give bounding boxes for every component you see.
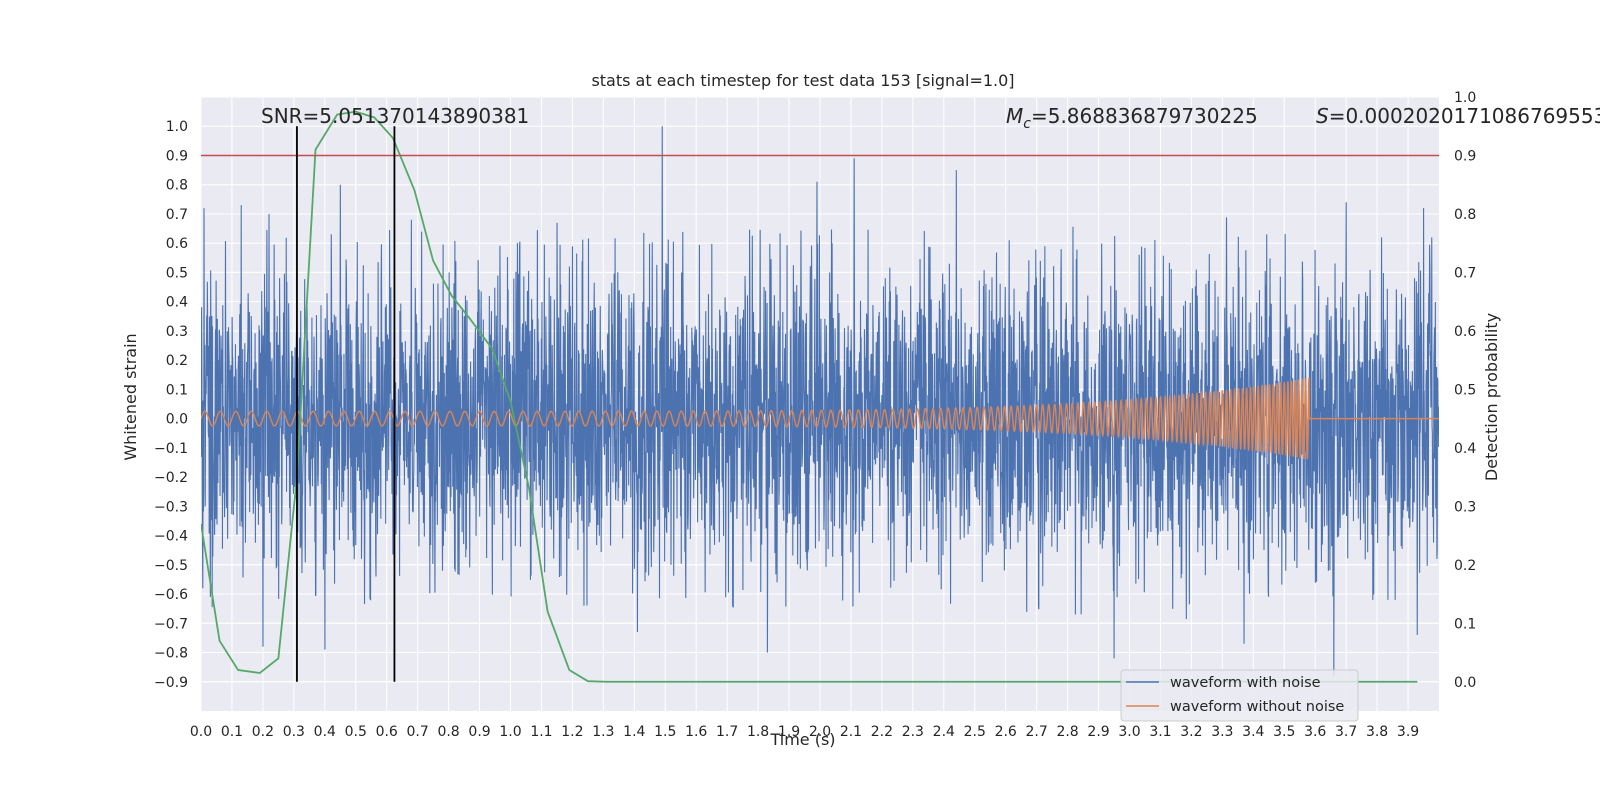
x-tick-label: 2.1 [840, 724, 862, 740]
x-tick-label: 2.6 [995, 724, 1017, 740]
y2-tick-label: 0.0 [1454, 675, 1476, 691]
y-tick-label: −0.4 [154, 529, 188, 545]
y2-tick-label: 0.2 [1454, 558, 1476, 574]
y-tick-label: −0.9 [154, 675, 188, 691]
y-tick-label: 0.9 [166, 148, 188, 164]
y2-tick-label: 0.5 [1454, 382, 1476, 398]
y-tick-label: 0.5 [166, 265, 188, 281]
y-tick-label: 1.0 [166, 119, 188, 135]
x-tick-label: 1.4 [623, 724, 645, 740]
overlays [201, 126, 1439, 682]
y-tick-label: −0.7 [154, 616, 188, 632]
y-axis-label: Whitened strain [121, 333, 140, 460]
y-tick-label: 0.6 [166, 236, 188, 252]
x-tick-label: 2.7 [1026, 724, 1048, 740]
x-tick-label: 0.6 [376, 724, 398, 740]
x-tick-label: 2.4 [933, 724, 955, 740]
x-tick-label: 3.8 [1366, 724, 1388, 740]
y2-tick-label: 0.6 [1454, 324, 1476, 340]
x-tick-label: 1.7 [716, 724, 738, 740]
y2-tick-label: 0.9 [1454, 148, 1476, 164]
legend-label-clean: waveform without noise [1170, 699, 1344, 715]
y-tick-label: −0.2 [154, 470, 188, 486]
x-tick-label: 1.5 [654, 724, 676, 740]
detection-probability-line [201, 110, 1418, 683]
y2-axis-label: Detection probability [1482, 313, 1501, 481]
x-tick-label: 1.6 [685, 724, 707, 740]
x-ticks: 0.0 0.1 0.2 0.3 0.4 0.5 0.6 0.7 0.8 0.9 1.0 1.1 1.2 1… [190, 724, 1419, 740]
x-tick-label: 2.8 [1056, 724, 1078, 740]
x-axis-label: Time (s) [769, 730, 835, 749]
x-tick-label: 3.6 [1304, 724, 1326, 740]
y-tick-label: 0.1 [166, 382, 188, 398]
snr-annotation: SNR=5.051370143890381 [261, 104, 529, 128]
x-tick-label: 0.5 [345, 724, 367, 740]
y2-tick-label: 0.4 [1454, 441, 1476, 457]
x-tick-label: 0.0 [190, 724, 212, 740]
x-tick-label: 2.9 [1087, 724, 1109, 740]
legend-box [1120, 669, 1359, 722]
y-tick-label: 0.7 [166, 207, 188, 223]
x-tick-label: 3.4 [1242, 724, 1264, 740]
x-tick-label: 1.0 [499, 724, 521, 740]
y2-tick-label: 0.7 [1454, 265, 1476, 281]
y-tick-label: 0.0 [166, 412, 188, 428]
x-tick-label: 3.7 [1335, 724, 1357, 740]
x-tick-label: 3.2 [1180, 724, 1202, 740]
y-tick-label: −0.1 [154, 441, 188, 457]
x-tick-label: 3.3 [1211, 724, 1233, 740]
x-tick-label: 0.9 [468, 724, 490, 740]
x-tick-label: 0.3 [283, 724, 305, 740]
s-annotation: S=0.0002020171086769553 [1316, 104, 1600, 128]
y2-tick-label: 0.8 [1454, 207, 1476, 223]
x-tick-label: 1.2 [561, 724, 583, 740]
waveform-without-noise-line [201, 377, 1439, 460]
x-tick-label: 3.5 [1273, 724, 1295, 740]
x-tick-label: 3.0 [1118, 724, 1140, 740]
x-tick-label: 0.2 [252, 724, 274, 740]
x-tick-label: 1.1 [530, 724, 552, 740]
x-tick-label: 0.4 [314, 724, 336, 740]
y-tick-label: 0.2 [166, 353, 188, 369]
x-tick-label: 2.5 [964, 724, 986, 740]
y-tick-label: 0.3 [166, 324, 188, 340]
x-tick-label: 1.3 [592, 724, 614, 740]
y-tick-label: −0.6 [154, 587, 188, 603]
y2-tick-label: 1.0 [1454, 90, 1476, 106]
x-tick-label: 0.1 [221, 724, 243, 740]
x-tick-label: 0.8 [437, 724, 459, 740]
x-tick-label: 2.2 [871, 724, 893, 740]
series-layer [201, 110, 1439, 683]
x-tick-label: 1.9 [778, 724, 800, 740]
legend-label-noise: waveform with noise [1170, 675, 1321, 691]
chirp-mass-annotation: Mc=5.868836879730225 [1006, 104, 1258, 132]
y2-tick-label: 0.3 [1454, 499, 1476, 515]
y2-tick-label: 0.1 [1454, 616, 1476, 632]
y-tick-label: 0.4 [166, 295, 188, 311]
chart-title: stats at each timestep for test data 153… [591, 71, 1014, 90]
x-tick-label: 0.7 [407, 724, 429, 740]
y-tick-label: 0.8 [166, 178, 188, 194]
x-tick-label: 2.0 [809, 724, 831, 740]
x-tick-label: 3.1 [1149, 724, 1171, 740]
y-tick-label: −0.5 [154, 558, 188, 574]
x-tick-label: 1.8 [747, 724, 769, 740]
y-tick-label: −0.3 [154, 499, 188, 515]
x-tick-label: 2.3 [902, 724, 924, 740]
legend: waveform with noise waveform without noi… [1120, 669, 1359, 722]
y-ticks: 1.0 0.9 0.8 0.7 0.6 0.5 0.4 0.3 0.2 0.1 0.0 −0.1 −0.… [154, 119, 188, 691]
x-tick-label: 3.9 [1397, 724, 1419, 740]
y-tick-label: −0.8 [154, 646, 188, 662]
y2-ticks: 1.0 0.9 0.8 0.7 0.6 0.5 0.4 0.3 0.2 0.1 0.0 [1454, 90, 1476, 691]
